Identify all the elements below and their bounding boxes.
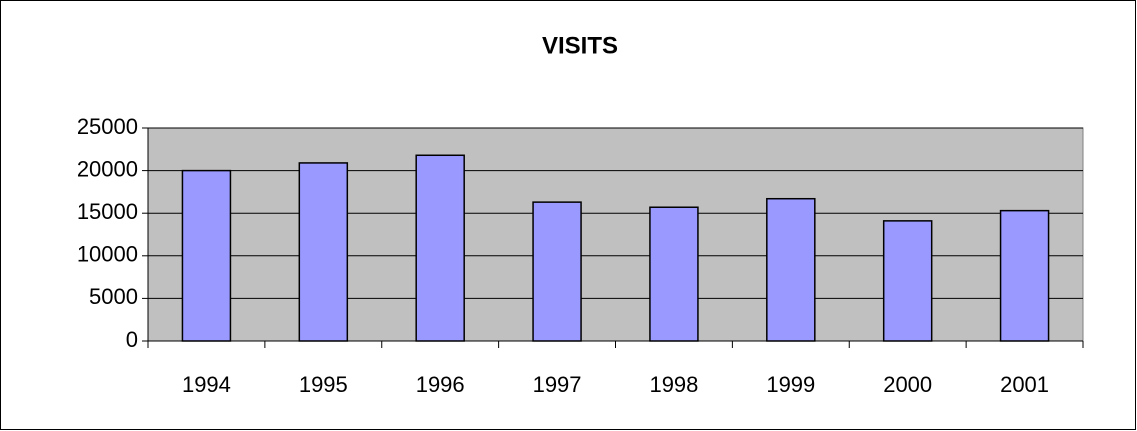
x-tick-label: 1994 — [182, 372, 231, 397]
bar — [999, 209, 1050, 342]
y-tick-label: 0 — [126, 327, 138, 352]
x-tick-label: 1998 — [649, 372, 698, 397]
bar — [298, 162, 349, 342]
y-tick-label: 5000 — [89, 284, 138, 309]
bar — [882, 220, 933, 342]
y-tick-label: 25000 — [77, 114, 138, 139]
bar — [181, 169, 232, 342]
x-tick-label: 1999 — [766, 372, 815, 397]
y-tick-label: 20000 — [77, 156, 138, 181]
x-tick-label: 1997 — [533, 372, 582, 397]
y-tick-label: 10000 — [77, 242, 138, 267]
bar — [766, 197, 816, 342]
x-tick-label: 1995 — [299, 372, 348, 397]
x-tick-label: 1996 — [416, 372, 465, 397]
bar — [532, 201, 582, 342]
chart-title: VISITS — [542, 32, 618, 59]
x-tick-label: 2001 — [1000, 372, 1049, 397]
bar — [649, 206, 699, 342]
plot-area — [147, 127, 1084, 342]
x-tick-label: 2000 — [883, 372, 932, 397]
bar — [415, 154, 465, 342]
y-tick-label: 15000 — [77, 199, 138, 224]
